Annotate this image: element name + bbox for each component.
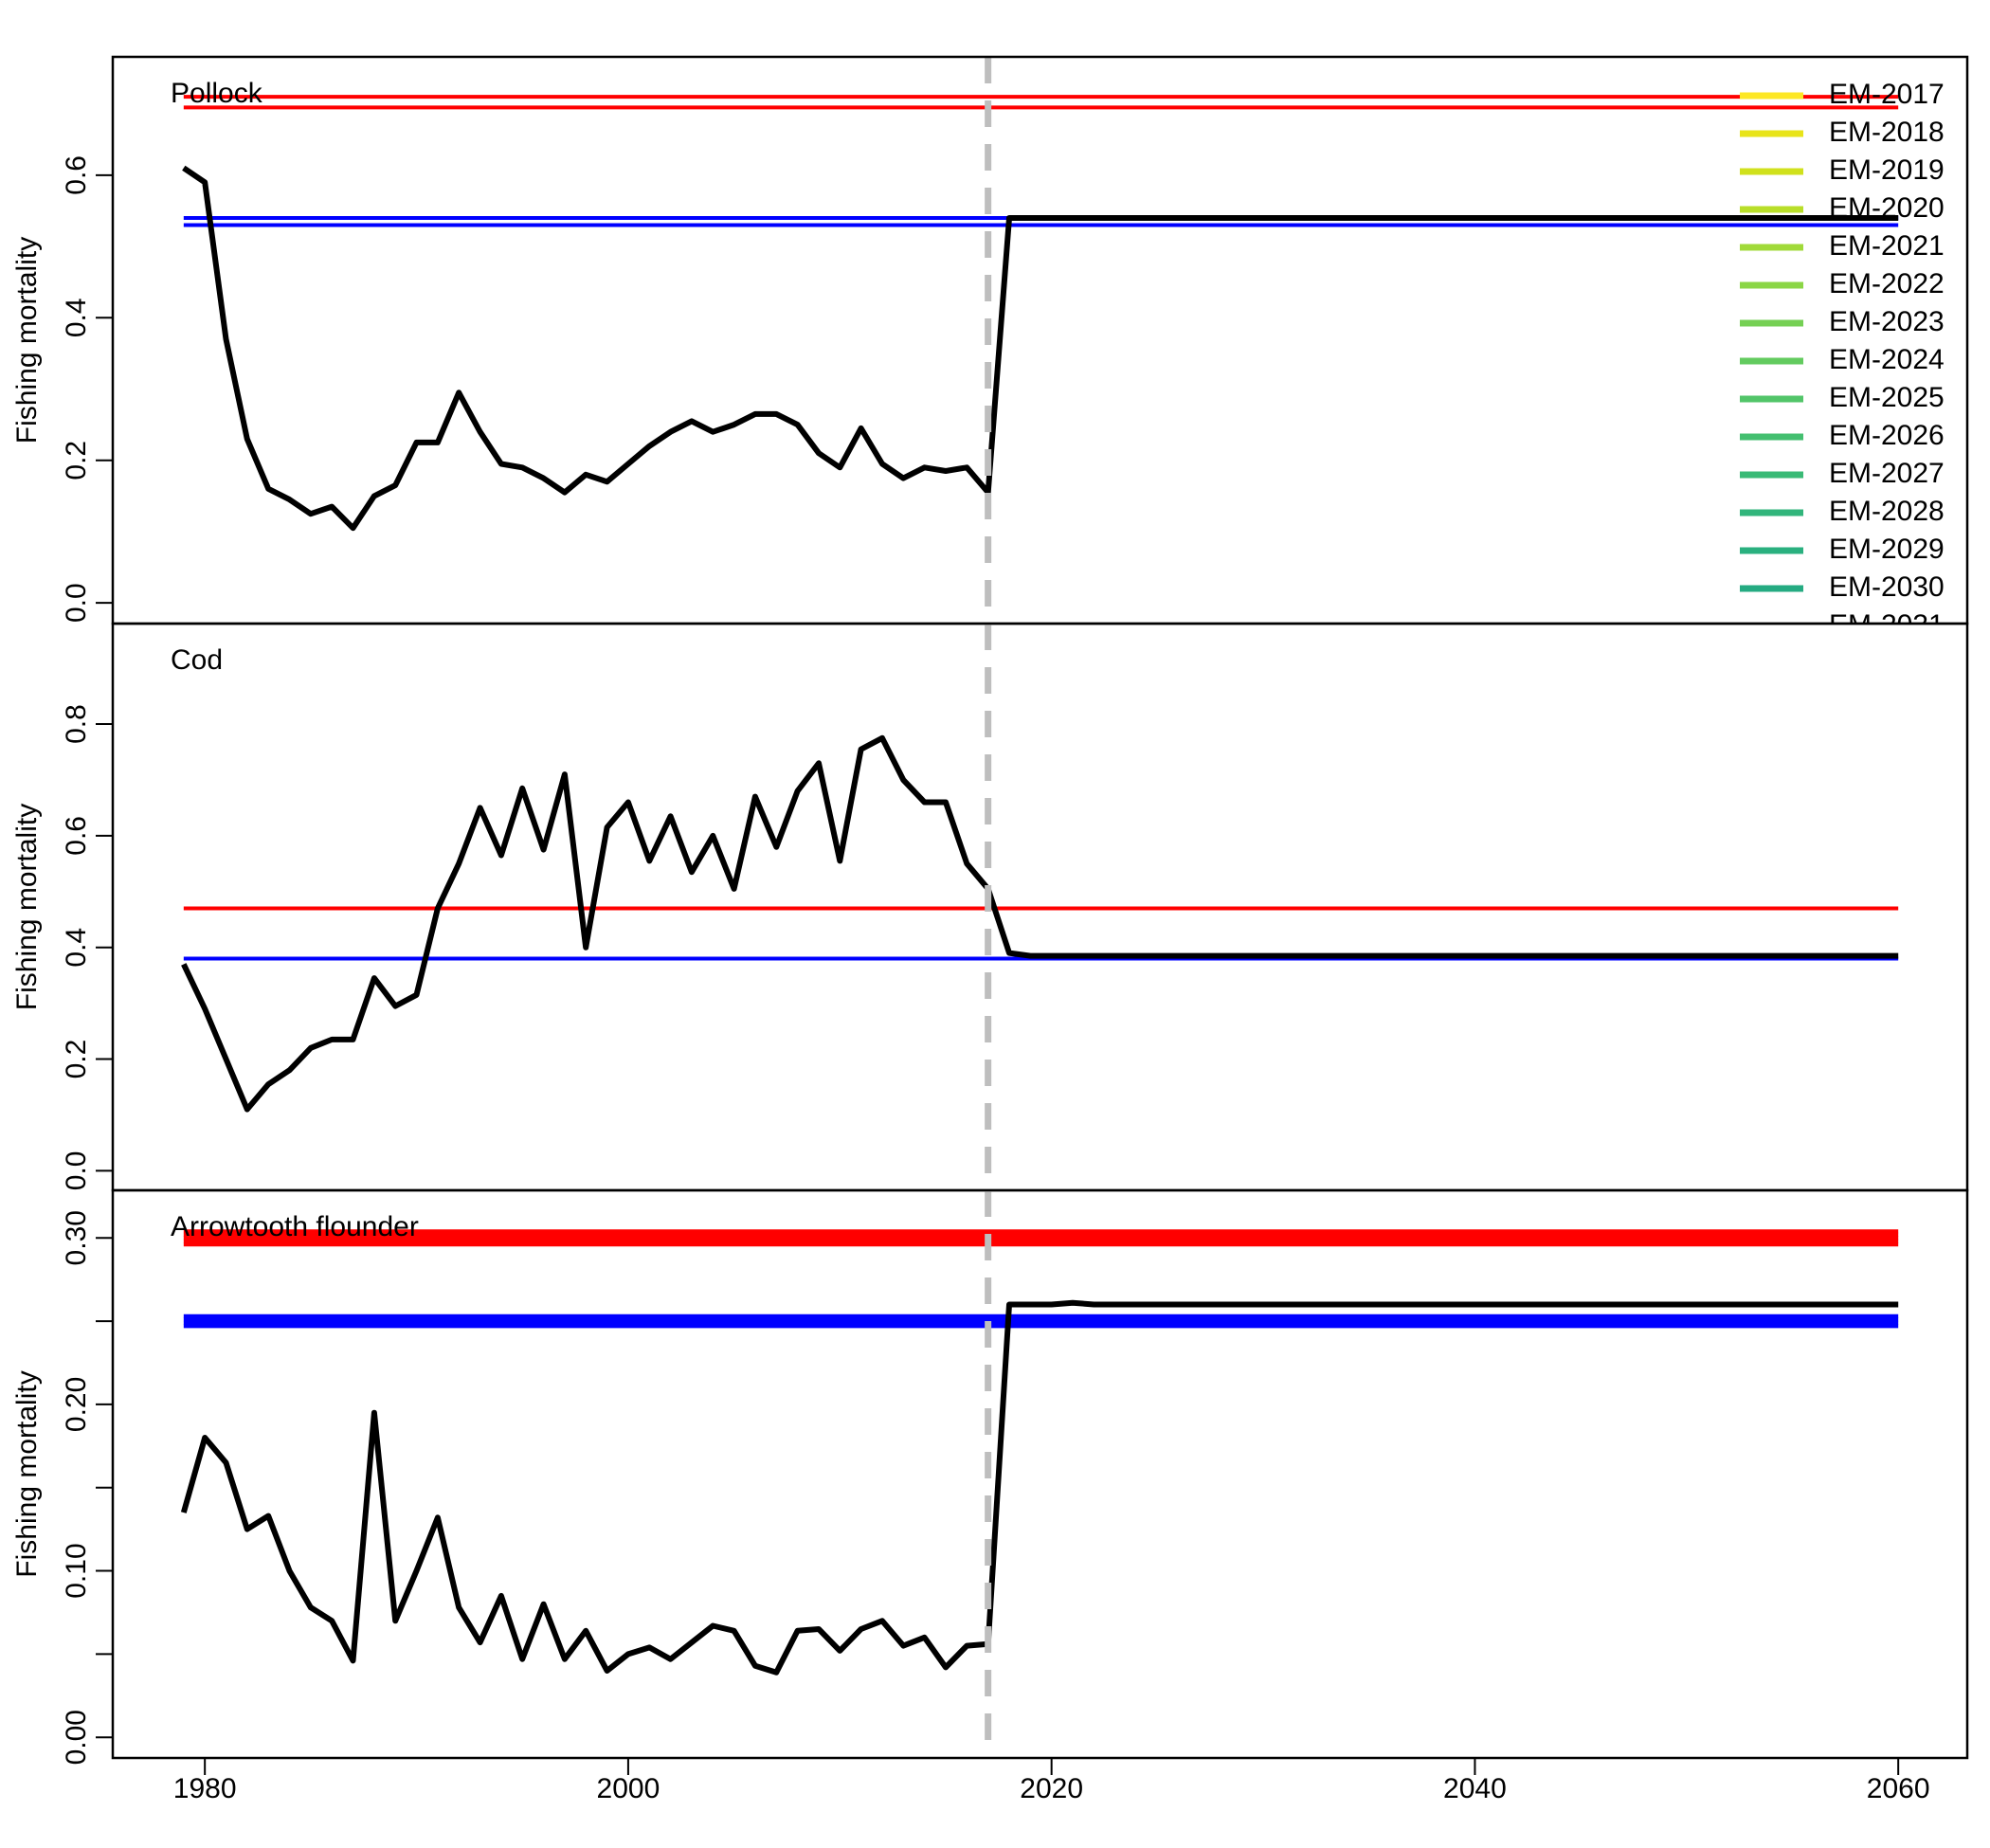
- plot-frame: [111, 1188, 1969, 1760]
- y-tick-label: 0.2: [61, 441, 92, 480]
- legend-label: EM-2017: [1829, 79, 1945, 110]
- x-tick-label: 2020: [1020, 1773, 1083, 1804]
- y-tick-label: 0.20: [61, 1377, 92, 1432]
- panel-title: Pollock: [171, 78, 263, 109]
- y-tick-label: 0.2: [61, 1040, 92, 1079]
- y-tick-label: 0.6: [61, 816, 92, 856]
- series-line: [182, 165, 1899, 532]
- legend-label: EM-2027: [1829, 458, 1945, 489]
- panel: Arrowtooth flounder: [171, 1190, 1899, 1758]
- legend-label: EM-2021: [1829, 230, 1945, 262]
- x-tick-label: 2040: [1443, 1773, 1507, 1804]
- y-tick-label: 0.0: [61, 583, 92, 623]
- y-axis-label: Fishing mortality: [11, 1370, 43, 1577]
- y-tick-label: 0.0: [61, 1151, 92, 1191]
- legend-label: EM-2018: [1829, 117, 1945, 148]
- series-line: [181, 734, 1899, 1113]
- legend-label: EM-2024: [1829, 344, 1945, 375]
- legend-label: EM-2020: [1829, 192, 1945, 224]
- legend-label: EM-2023: [1829, 306, 1945, 337]
- legend-label: EM-2031: [1829, 609, 1945, 641]
- legend-label: EM-2025: [1829, 382, 1945, 413]
- panel: Cod: [171, 624, 1899, 1190]
- plot-frame: [111, 55, 1969, 625]
- panel-title: Cod: [171, 644, 223, 676]
- y-axis-label: Fishing mortality: [11, 804, 43, 1010]
- legend-label: EM-2019: [1829, 154, 1945, 186]
- series-line: [180, 1299, 1899, 1676]
- x-tick-label: 2000: [597, 1773, 660, 1804]
- legend-label: EM-2022: [1829, 268, 1945, 299]
- y-tick-label: 0.4: [61, 928, 92, 968]
- y-tick-label: 0.8: [61, 704, 92, 744]
- legend-label: EM-2030: [1829, 571, 1945, 603]
- y-tick-label: 0.00: [61, 1710, 92, 1765]
- legend-label: EM-2026: [1829, 420, 1945, 451]
- panel-title: Arrowtooth flounder: [171, 1211, 419, 1242]
- panel: Pollock EM-2017 EM-2018 EM-2019 EM-2020 EM-20…: [171, 57, 1945, 641]
- y-tick-label: 0.30: [61, 1210, 92, 1265]
- legend-label: EM-2028: [1829, 496, 1945, 527]
- y-axis-label: Fishing mortality: [11, 237, 43, 444]
- legend-label: EM-2029: [1829, 534, 1945, 565]
- y-tick-label: 0.10: [61, 1543, 92, 1598]
- x-tick-label: 2060: [1867, 1773, 1930, 1804]
- x-tick-label: 1980: [173, 1773, 237, 1804]
- y-tick-label: 0.6: [61, 155, 92, 195]
- y-tick-label: 0.4: [61, 298, 92, 337]
